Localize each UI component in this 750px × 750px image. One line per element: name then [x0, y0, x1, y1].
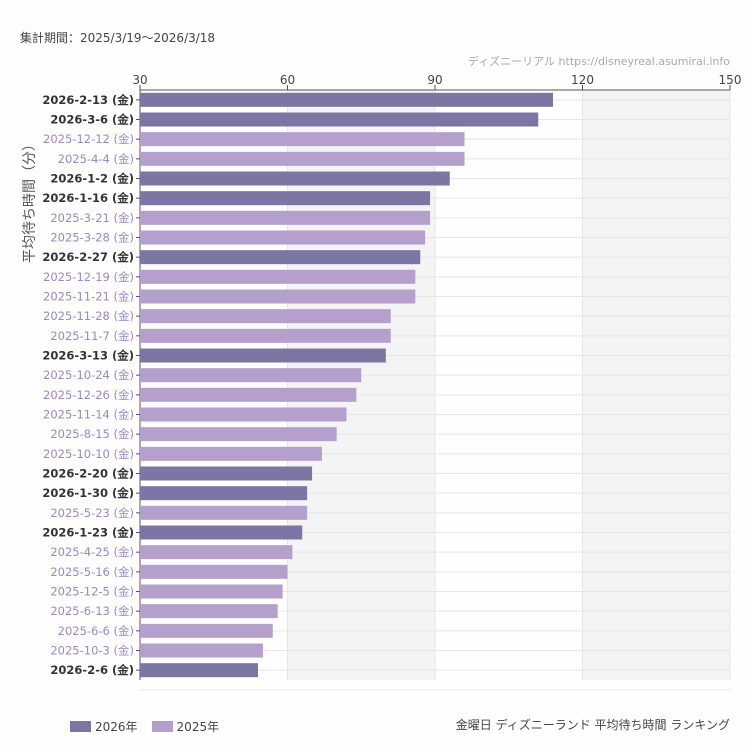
bar	[140, 151, 465, 166]
y-tick-label: 2026-2-6 (金)	[50, 663, 134, 677]
x-tick-label: 30	[132, 73, 147, 87]
legend-item-2025[interactable]: 2025年	[151, 718, 220, 735]
site-credit: ディズニーリアル https://disneyreal.asumirai.inf…	[467, 55, 730, 68]
bar	[140, 427, 337, 442]
bar	[140, 92, 553, 107]
bar	[140, 486, 308, 501]
legend-label-2026: 2026年	[95, 720, 138, 734]
bar	[140, 328, 391, 343]
grid-band	[582, 90, 730, 680]
y-tick-label: 2025-12-5 (金)	[50, 585, 134, 599]
bar	[140, 525, 303, 540]
bar	[140, 132, 465, 147]
x-tick-label: 60	[280, 73, 295, 87]
bar	[140, 171, 450, 186]
legend: 2026年 2025年	[70, 718, 219, 735]
bar	[140, 191, 431, 206]
y-tick-label: 2025-10-10 (金)	[43, 447, 134, 461]
x-tick-label: 120	[571, 73, 594, 87]
bar	[140, 309, 391, 324]
bar	[140, 545, 293, 560]
y-tick-label: 2026-2-27 (金)	[42, 250, 134, 264]
bar	[140, 112, 539, 127]
y-tick-label: 2025-8-15 (金)	[50, 427, 134, 441]
y-tick-label: 2025-4-4 (金)	[58, 152, 134, 166]
y-tick-label: 2025-11-21 (金)	[43, 290, 134, 304]
y-tick-label: 2026-2-13 (金)	[42, 93, 134, 107]
bar	[140, 505, 308, 520]
bar	[140, 230, 426, 245]
chart-caption: 金曜日 ディズニーランド 平均待ち時間 ランキング	[455, 718, 730, 732]
y-tick-label: 2025-6-6 (金)	[58, 624, 134, 638]
bar	[140, 584, 283, 599]
y-tick-label: 2026-1-2 (金)	[50, 172, 134, 186]
legend-swatch-2026	[70, 721, 91, 732]
bar	[140, 643, 263, 658]
bar	[140, 269, 416, 284]
y-tick-label: 2025-11-28 (金)	[43, 309, 134, 323]
legend-item-2026[interactable]: 2026年	[70, 718, 138, 735]
grid-band	[287, 90, 435, 680]
y-tick-label: 2025-5-16 (金)	[50, 565, 134, 579]
y-tick-label: 2025-11-14 (金)	[43, 408, 134, 422]
y-tick-label: 2026-2-20 (金)	[42, 467, 134, 481]
y-tick-label: 2025-3-21 (金)	[50, 211, 134, 225]
bar	[140, 348, 386, 363]
y-tick-label: 2025-3-28 (金)	[50, 231, 134, 245]
bar	[140, 210, 431, 225]
y-tick-label: 2026-3-13 (金)	[42, 349, 134, 363]
y-tick-label: 2025-12-19 (金)	[43, 270, 134, 284]
legend-label-2025: 2025年	[176, 720, 220, 734]
y-tick-label: 2025-11-7 (金)	[50, 329, 134, 343]
y-tick-label: 2025-4-25 (金)	[50, 545, 134, 559]
bar	[140, 564, 288, 579]
bar	[140, 466, 313, 481]
bar	[140, 387, 357, 402]
y-tick-label: 2025-10-24 (金)	[43, 368, 134, 382]
y-tick-label: 2025-5-23 (金)	[50, 506, 134, 520]
y-axis-label: 平均待ち時間（分）	[22, 137, 38, 263]
bar	[140, 368, 362, 383]
y-tick-label: 2025-6-13 (金)	[50, 604, 134, 618]
x-tick-label: 90	[427, 73, 442, 87]
y-tick-label: 2026-3-6 (金)	[50, 113, 134, 127]
y-tick-label: 2026-1-16 (金)	[42, 191, 134, 205]
bar	[140, 250, 421, 265]
bar	[140, 446, 322, 461]
bar	[140, 623, 273, 638]
y-tick-label: 2025-10-3 (金)	[50, 644, 134, 658]
y-tick-label: 2026-1-23 (金)	[42, 526, 134, 540]
aggregation-period: 集計期間：2025/3/19～2026/3/18	[20, 31, 216, 45]
bar	[140, 604, 278, 619]
bar	[140, 289, 416, 304]
x-tick-label: 150	[719, 73, 742, 87]
bar	[140, 407, 347, 422]
y-tick-label: 2025-12-26 (金)	[43, 388, 134, 402]
y-tick-label: 2025-12-12 (金)	[43, 132, 134, 146]
y-tick-label: 2026-1-30 (金)	[42, 486, 134, 500]
legend-swatch-2025	[151, 721, 173, 732]
bar	[140, 663, 258, 678]
